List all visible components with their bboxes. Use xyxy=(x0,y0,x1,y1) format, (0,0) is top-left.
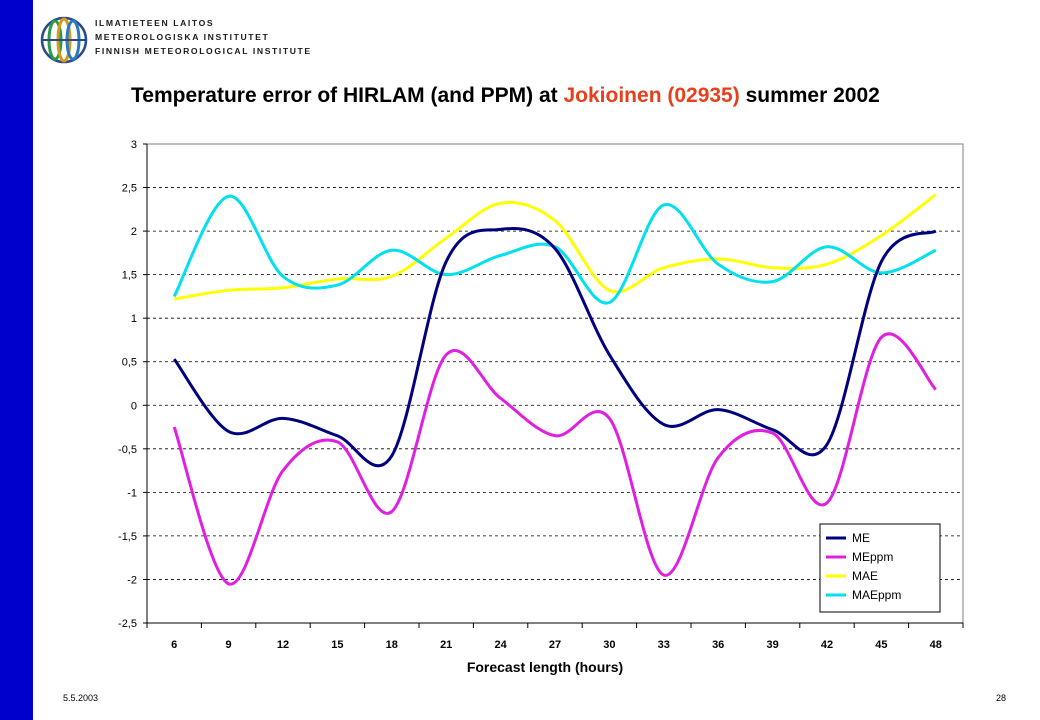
y-tick-label: 1 xyxy=(131,313,137,325)
title-part-1: Temperature error of HIRLAM (and PPM) at xyxy=(131,84,564,107)
y-tick-label: 3 xyxy=(131,139,137,151)
x-tick-label: 45 xyxy=(875,639,887,651)
globe-logo-icon xyxy=(40,16,88,64)
y-tick-label: -2 xyxy=(127,574,137,586)
x-tick-label: 15 xyxy=(331,639,343,651)
x-tick-label: 9 xyxy=(226,639,232,651)
logo-line-2: METEOROLOGISKA INSTITUTET xyxy=(95,32,270,42)
logo-line-3: FINNISH METEOROLOGICAL INSTITUTE xyxy=(95,46,312,56)
legend-label: MAE xyxy=(852,569,878,583)
y-tick-label: 1,5 xyxy=(122,270,137,282)
series-line-me xyxy=(172,226,937,467)
x-tick-label: 48 xyxy=(930,639,942,651)
y-tick-label: 0 xyxy=(131,400,137,412)
y-tick-label: -1 xyxy=(127,487,137,499)
x-axis-label: Forecast length (hours) xyxy=(467,659,623,675)
y-tick-label: 2 xyxy=(131,226,137,238)
y-tick-label: 2,5 xyxy=(122,183,137,195)
title-part-2: summer 2002 xyxy=(739,84,880,107)
series-line-meppm xyxy=(172,332,937,586)
x-tick-label: 6 xyxy=(171,639,177,651)
logo-line-1: ILMATIETEEN LAITOS xyxy=(95,18,215,28)
x-tick-label: 18 xyxy=(386,639,398,651)
logo-text: ILMATIETEEN LAITOS METEOROLOGISKA INSTIT… xyxy=(95,16,312,58)
legend-label: ME xyxy=(852,531,870,545)
y-tick-label: -1,5 xyxy=(118,531,137,543)
title-highlight: Jokioinen (02935) xyxy=(563,84,740,107)
y-tick-label: -0,5 xyxy=(118,444,137,456)
slide-side-bar xyxy=(0,0,33,720)
x-tick-label: 42 xyxy=(821,639,833,651)
y-tick-label: 0,5 xyxy=(122,357,137,369)
footer-page-number: 28 xyxy=(996,693,1007,703)
x-tick-label: 33 xyxy=(658,639,670,651)
footer-date: 5.5.2003 xyxy=(63,693,99,703)
slide-title: Temperature error of HIRLAM (and PPM) at… xyxy=(131,82,951,110)
x-tick-label: 12 xyxy=(277,639,289,651)
x-tick-label: 21 xyxy=(440,639,452,651)
x-tick-label: 27 xyxy=(549,639,561,651)
x-tick-label: 39 xyxy=(766,639,778,651)
legend-label: MAEppm xyxy=(852,588,901,602)
institute-logo xyxy=(38,12,298,68)
y-tick-label: -2,5 xyxy=(118,618,137,630)
legend-label: MEppm xyxy=(852,550,893,564)
x-tick-label: 24 xyxy=(494,639,507,651)
x-tick-label: 36 xyxy=(712,639,724,651)
series-line-mae xyxy=(173,193,937,301)
x-tick-label: 30 xyxy=(603,639,615,651)
